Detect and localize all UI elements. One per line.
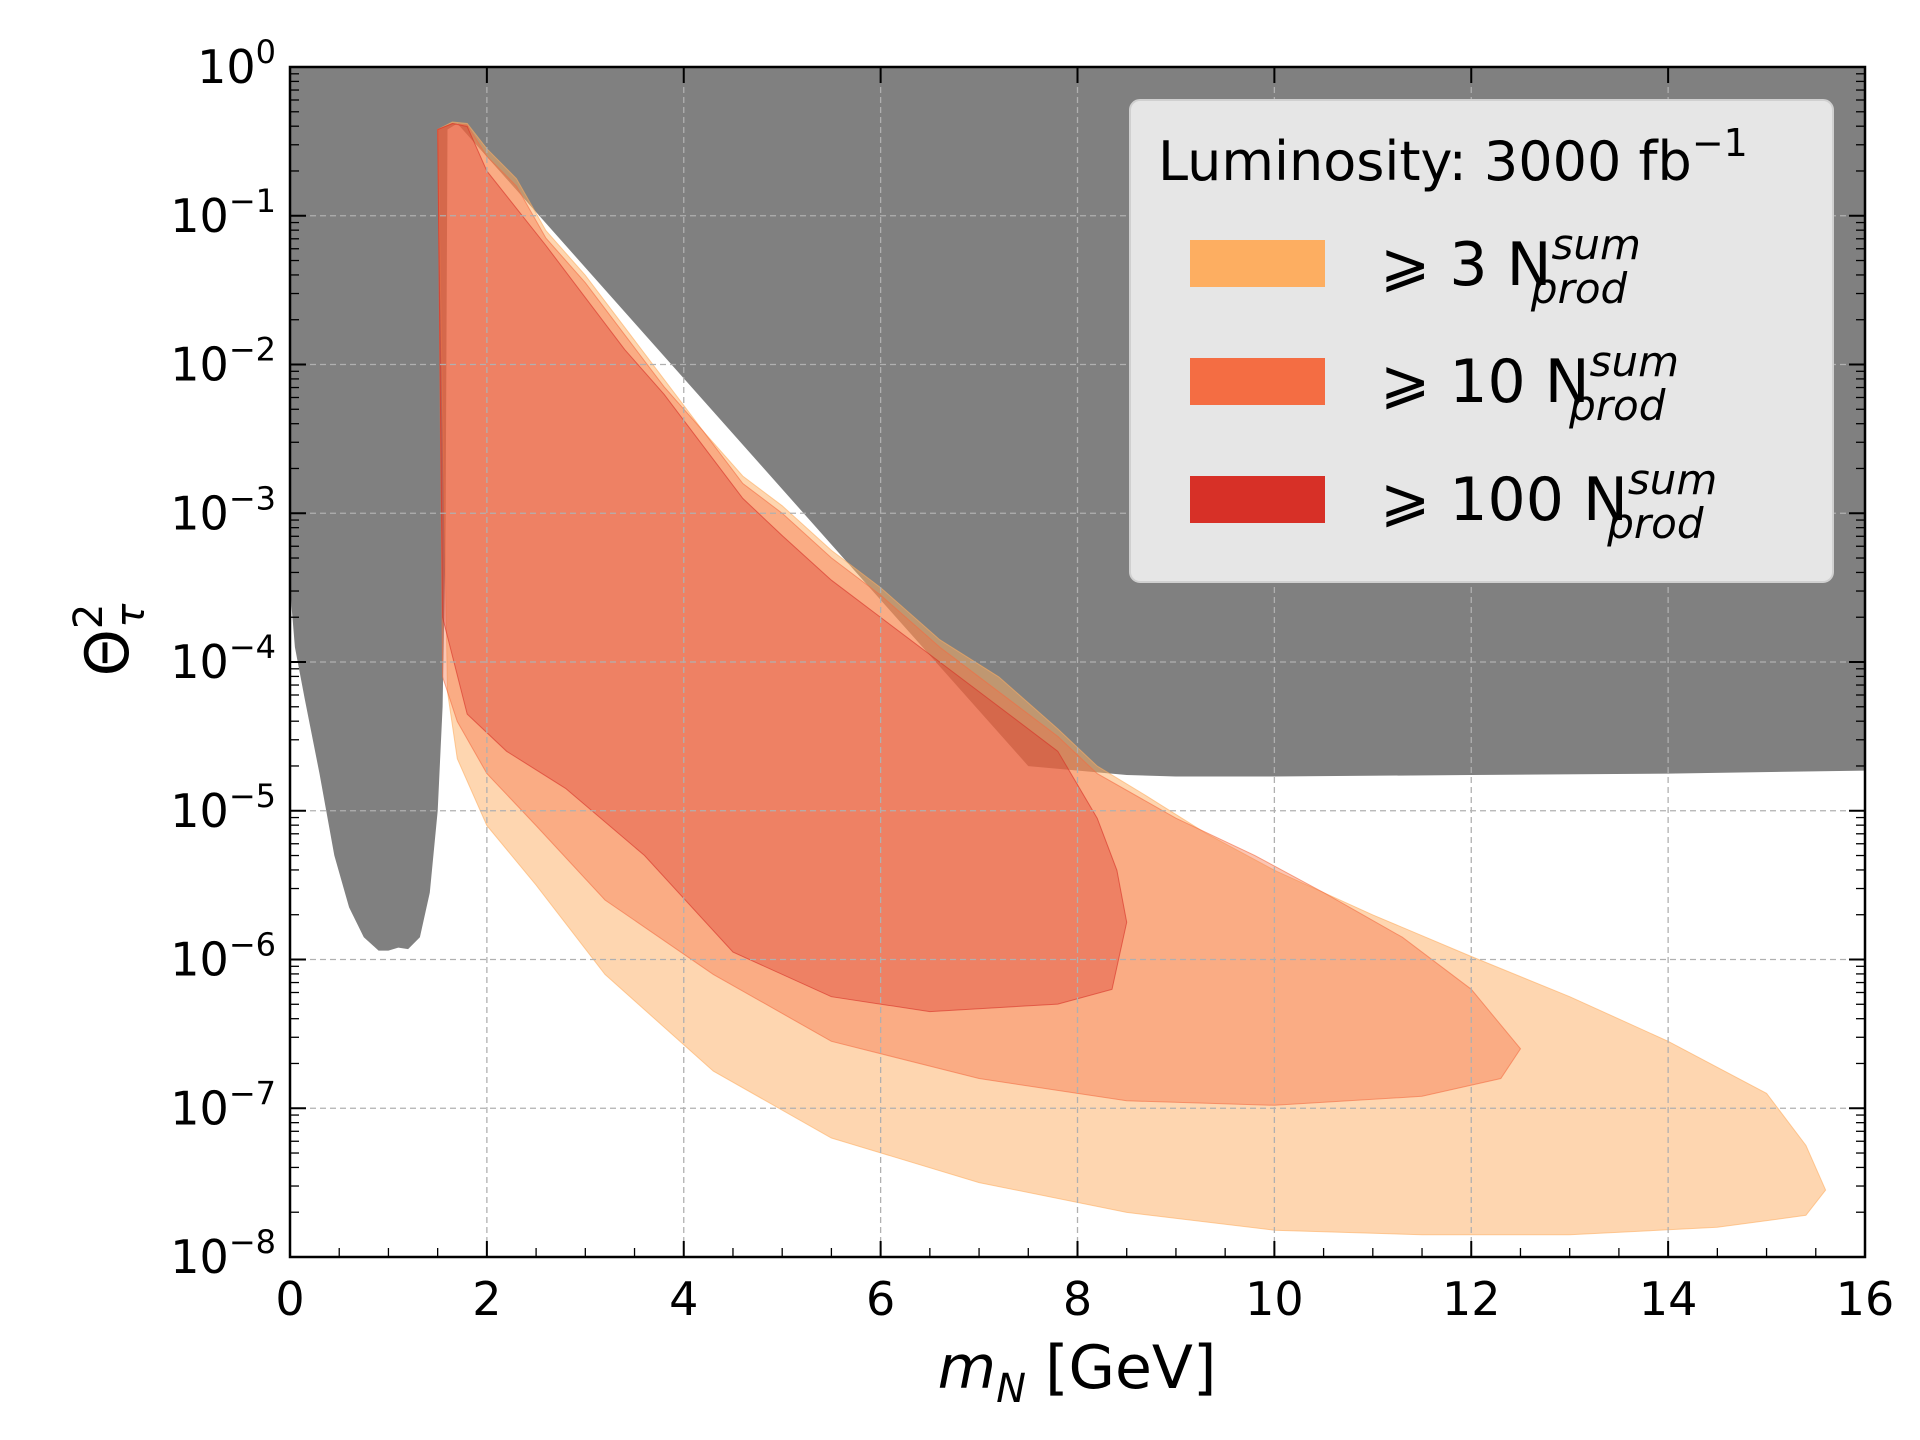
contour-series-2 [437, 122, 1128, 1013]
contour-series-1 [437, 122, 1522, 1106]
x-tick-label: 2 [472, 1272, 501, 1326]
y-tick-label: 10−3 [170, 479, 276, 540]
legend-title: Luminosity: 3000 fb−1 [1158, 121, 1748, 193]
y-tick-labels: 100 10−1 10−2 10−3 10−4 10−5 10−6 10−7 10−8 [170, 33, 276, 1284]
y-axis-label: Θ2τ [66, 603, 154, 677]
x-tick-label: 10 [1245, 1272, 1304, 1326]
x-tick-label: 4 [669, 1272, 698, 1326]
x-tick-label: 14 [1639, 1272, 1698, 1326]
y-tick-label: 10−5 [170, 777, 276, 838]
y-tick-label: 10−8 [170, 1223, 276, 1284]
y-tick-label: 10−2 [170, 331, 276, 392]
x-tick-label: 6 [866, 1272, 895, 1326]
legend-swatch-10 [1190, 358, 1325, 405]
contour-series-0 [437, 121, 1827, 1236]
legend-swatch-3 [1190, 240, 1325, 287]
x-tick-label: 12 [1442, 1272, 1501, 1326]
y-tick-label: 10−1 [170, 182, 276, 243]
legend-label-100: ⩾ 100 Nsum prod [1380, 455, 1717, 548]
legend-label-3: ⩾ 3 Nsum prod [1380, 220, 1641, 313]
y-tick-label: 100 [197, 33, 276, 94]
x-tick-labels: 0 2 4 6 8 10 12 14 16 [275, 1272, 1894, 1326]
x-axis-label: mN [GeV] [938, 1333, 1217, 1412]
legend-box [1129, 99, 1834, 583]
x-tick-label: 8 [1063, 1272, 1092, 1326]
x-tick-label: 16 [1836, 1272, 1895, 1326]
axis-ticks [289, 66, 1866, 1258]
legend: Luminosity: 3000 fb−1 ⩾ 3 Nsum prod ⩾ 10 … [1129, 99, 1834, 583]
legend-swatch-100 [1190, 476, 1325, 523]
y-tick-label: 10−6 [170, 926, 276, 987]
y-tick-label: 10−7 [170, 1074, 276, 1135]
y-tick-label: 10−4 [170, 628, 276, 689]
svg-text:Θ2τ: Θ2τ [66, 603, 154, 677]
x-tick-label: 0 [275, 1272, 304, 1326]
legend-label-10: ⩾ 10 Nsum prod [1380, 337, 1679, 430]
